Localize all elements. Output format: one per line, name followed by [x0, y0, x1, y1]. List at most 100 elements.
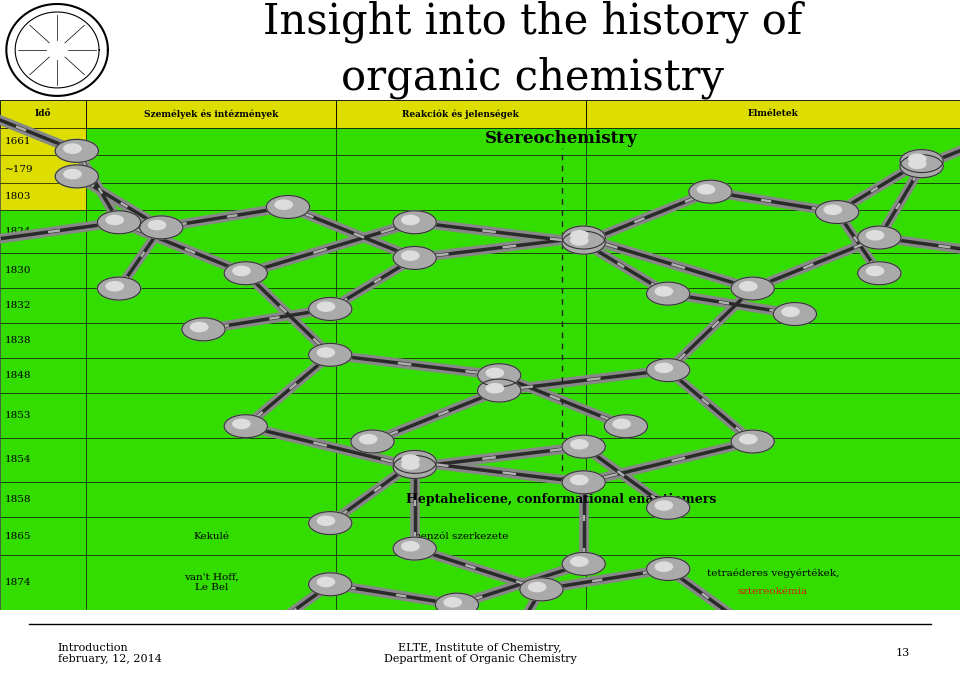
Circle shape	[520, 578, 563, 601]
Circle shape	[613, 420, 630, 429]
Text: Stereochemistry: Stereochemistry	[485, 130, 638, 147]
Circle shape	[570, 475, 588, 484]
Circle shape	[55, 17, 98, 40]
Bar	[0, 210, 86, 253]
Circle shape	[148, 220, 165, 229]
Bar	[336, 288, 586, 322]
Bar	[586, 253, 960, 288]
Bar	[586, 183, 960, 210]
Circle shape	[63, 144, 81, 153]
Circle shape	[401, 542, 419, 551]
Circle shape	[486, 369, 504, 378]
Circle shape	[401, 251, 419, 260]
Bar	[586, 482, 960, 517]
Circle shape	[233, 267, 250, 276]
Circle shape	[393, 211, 436, 234]
Text: Elméletek: Elméletek	[748, 110, 798, 119]
Text: Reakciók és jelenségek: Reakciók és jelenségek	[402, 109, 519, 119]
Circle shape	[732, 430, 774, 453]
Circle shape	[732, 619, 774, 641]
Text: 1858: 1858	[5, 495, 32, 504]
Circle shape	[900, 150, 943, 172]
Circle shape	[478, 649, 521, 672]
Circle shape	[740, 624, 756, 633]
Text: van't Hoff,
Le Bel: van't Hoff, Le Bel	[184, 573, 238, 592]
Circle shape	[308, 512, 351, 535]
Bar	[586, 438, 960, 482]
Circle shape	[401, 460, 419, 469]
Text: tetraéderes vegyértékek,: tetraéderes vegyértékek,	[707, 568, 839, 578]
Circle shape	[106, 216, 123, 225]
Bar	[336, 100, 586, 128]
Circle shape	[181, 318, 225, 341]
Circle shape	[867, 267, 884, 276]
Bar	[336, 555, 586, 610]
Text: 1803: 1803	[5, 192, 32, 201]
Bar	[86, 482, 336, 517]
Circle shape	[106, 282, 123, 291]
Circle shape	[774, 302, 817, 325]
Circle shape	[224, 262, 267, 285]
Text: ~179: ~179	[5, 165, 34, 174]
Bar	[0, 482, 86, 517]
Text: Idő: Idő	[35, 110, 52, 119]
Circle shape	[858, 226, 900, 249]
Circle shape	[190, 322, 207, 331]
Circle shape	[655, 501, 672, 510]
Bar	[0, 517, 86, 555]
Bar	[86, 210, 336, 253]
Circle shape	[435, 593, 478, 616]
Circle shape	[562, 471, 605, 494]
Bar	[86, 322, 336, 358]
Circle shape	[224, 415, 267, 438]
Bar	[586, 358, 960, 393]
Bar	[336, 358, 586, 393]
Circle shape	[562, 553, 605, 575]
Circle shape	[908, 159, 926, 169]
Bar	[336, 183, 586, 210]
Circle shape	[647, 282, 689, 305]
Bar	[86, 288, 336, 322]
Bar	[86, 128, 336, 156]
Circle shape	[224, 634, 267, 657]
Circle shape	[97, 211, 140, 234]
Circle shape	[732, 277, 774, 300]
Bar	[86, 183, 336, 210]
Bar	[336, 253, 586, 288]
Text: Kekulé: Kekulé	[193, 532, 229, 541]
Bar	[0, 128, 86, 156]
Bar	[86, 100, 336, 128]
Circle shape	[266, 196, 309, 218]
Circle shape	[562, 435, 606, 458]
Circle shape	[570, 557, 588, 566]
Circle shape	[795, 0, 837, 4]
Circle shape	[647, 496, 689, 520]
Bar	[336, 128, 586, 156]
Circle shape	[867, 231, 884, 240]
Bar	[586, 210, 960, 253]
Text: ELTE, Institute of Chemistry,
Department of Organic Chemistry: ELTE, Institute of Chemistry, Department…	[384, 643, 576, 664]
Bar	[0, 100, 86, 128]
Circle shape	[350, 430, 394, 453]
Text: 1865: 1865	[5, 532, 32, 541]
Bar	[586, 156, 960, 183]
Circle shape	[308, 298, 351, 320]
Bar	[586, 393, 960, 438]
Text: 13: 13	[896, 648, 909, 659]
Bar	[586, 128, 960, 156]
Text: 1824: 1824	[5, 227, 32, 236]
Bar	[336, 393, 586, 438]
Circle shape	[571, 236, 588, 245]
Circle shape	[816, 200, 859, 223]
Circle shape	[486, 654, 504, 663]
Bar	[86, 517, 336, 555]
Circle shape	[486, 384, 504, 393]
Bar	[586, 517, 960, 555]
Bar	[586, 555, 960, 610]
Circle shape	[697, 185, 714, 194]
Circle shape	[740, 282, 756, 291]
Circle shape	[393, 247, 436, 269]
Bar	[336, 517, 586, 555]
Text: Személyek és intézmények: Személyek és intézmények	[144, 109, 278, 119]
Circle shape	[97, 277, 140, 300]
